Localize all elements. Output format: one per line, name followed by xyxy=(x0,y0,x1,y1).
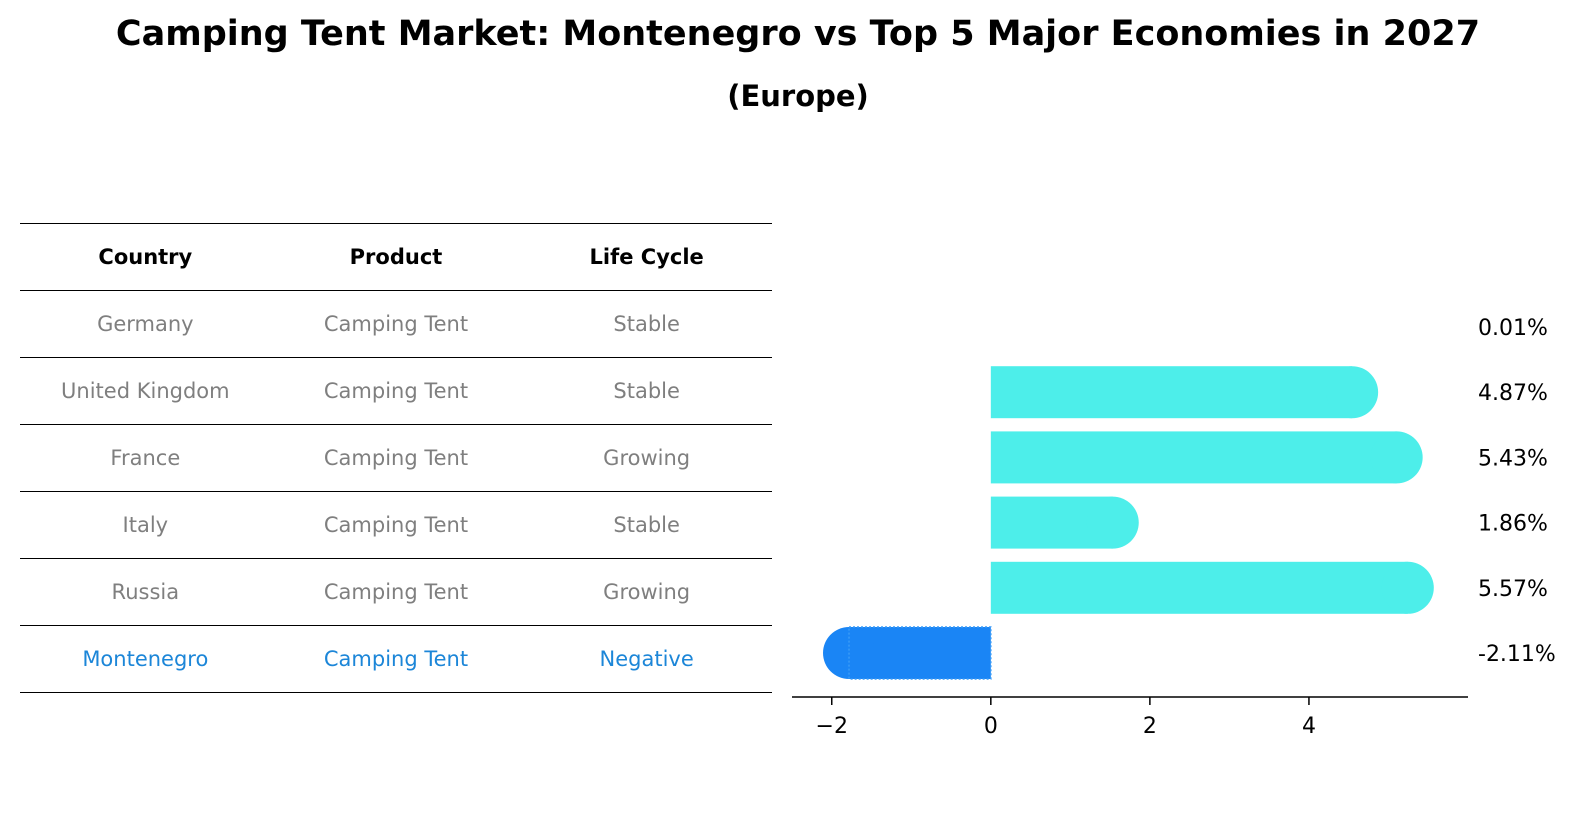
bar-cap xyxy=(1326,366,1379,419)
table-cell: Camping Tent xyxy=(270,625,522,693)
table-row-highlighted: Montenegro Camping Tent Negative xyxy=(20,625,772,693)
bar-cap xyxy=(1370,431,1423,484)
bar-cap xyxy=(1086,496,1139,549)
column-header-product: Product xyxy=(270,223,522,291)
table-cell: Camping Tent xyxy=(270,424,522,492)
table-cell: Growing xyxy=(521,558,772,626)
x-tick-label: −2 xyxy=(816,714,848,739)
bar xyxy=(823,626,992,680)
bar-body xyxy=(990,561,1408,614)
value-label: 1.86% xyxy=(1478,512,1548,537)
table-cell: Growing xyxy=(521,424,772,492)
table-row: Russia Camping Tent Growing xyxy=(20,558,772,626)
chart-title: Camping Tent Market: Montenegro vs Top 5… xyxy=(115,14,1481,54)
value-label: -2.11% xyxy=(1478,642,1556,667)
country-table: Country Product Life Cycle Germany Campi… xyxy=(20,223,772,693)
table-row: Italy Camping Tent Stable xyxy=(20,491,772,559)
x-tick-label: 2 xyxy=(1143,714,1157,739)
bar-outline xyxy=(848,626,992,680)
x-tick-label: 0 xyxy=(984,714,998,739)
table-cell: France xyxy=(20,424,271,492)
bar-body xyxy=(990,431,1397,484)
table-row: France Camping Tent Growing xyxy=(20,424,772,492)
table-row: United Kingdom Camping Tent Stable xyxy=(20,357,772,425)
table-row: Germany Camping Tent Stable xyxy=(20,290,772,358)
table-cell: Negative xyxy=(521,625,772,693)
bar-cap xyxy=(1381,561,1434,614)
table-cell: Stable xyxy=(521,491,772,559)
table-cell: Montenegro xyxy=(20,625,271,693)
table-cell: Camping Tent xyxy=(270,558,522,626)
table-cell: Stable xyxy=(521,357,772,425)
chart-subtitle: (Europe) xyxy=(727,79,869,113)
x-tick-label: 4 xyxy=(1302,714,1316,739)
table-cell: Camping Tent xyxy=(270,290,522,358)
column-header-life-cycle: Life Cycle xyxy=(521,223,772,291)
bar xyxy=(990,431,1423,484)
value-label: 4.87% xyxy=(1478,381,1548,406)
bar xyxy=(990,561,1434,614)
bar xyxy=(990,366,1379,419)
bar xyxy=(990,496,1139,549)
table-cell: Germany xyxy=(20,290,271,358)
table-cell: Camping Tent xyxy=(270,491,522,559)
bar-body xyxy=(990,366,1353,419)
value-label: 0.01% xyxy=(1478,316,1548,341)
table-cell: United Kingdom xyxy=(20,357,271,425)
table-header-row: Country Product Life Cycle xyxy=(20,223,772,291)
value-label: 5.57% xyxy=(1478,577,1548,602)
table-cell: Stable xyxy=(521,290,772,358)
value-label: 5.43% xyxy=(1478,446,1548,471)
table-cell: Russia xyxy=(20,558,271,626)
table-cell: Italy xyxy=(20,491,271,559)
table-cell: Camping Tent xyxy=(270,357,522,425)
column-header-country: Country xyxy=(20,223,271,291)
